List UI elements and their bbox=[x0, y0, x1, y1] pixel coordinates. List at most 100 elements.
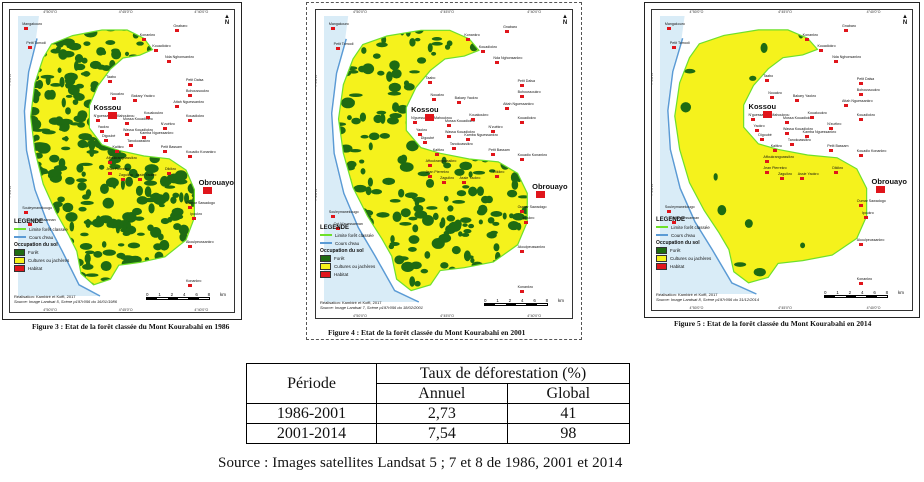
scale-label: 2 bbox=[508, 298, 512, 303]
legend-title: LEGENDE bbox=[14, 219, 44, 225]
forest-patch bbox=[167, 76, 181, 81]
credit-text: Réalisation: Kambiré et Koffi, 2017 bbox=[656, 292, 718, 297]
forest-patch bbox=[170, 253, 181, 263]
forest-patch bbox=[170, 157, 185, 161]
forest-patch bbox=[58, 158, 66, 169]
forest-patch bbox=[175, 149, 181, 154]
scale-label: 8 bbox=[207, 292, 211, 297]
place-label: Kaitkro bbox=[432, 147, 445, 152]
forest-patch bbox=[128, 277, 135, 285]
habitat-marker bbox=[480, 49, 485, 53]
forest-patch bbox=[398, 188, 405, 198]
forest-patch bbox=[558, 58, 566, 64]
habitat-marker bbox=[175, 105, 180, 108]
forest-patch bbox=[367, 177, 373, 187]
forest-patch bbox=[347, 115, 352, 121]
forest-patch bbox=[470, 71, 484, 78]
forest-patch bbox=[419, 121, 427, 128]
habitat-marker bbox=[188, 119, 192, 122]
forest-patch bbox=[102, 197, 114, 209]
forest-patch bbox=[547, 212, 551, 220]
forest-patch bbox=[85, 273, 99, 277]
habitat-marker bbox=[108, 79, 113, 83]
forest-patch bbox=[192, 30, 195, 34]
forest-patch bbox=[165, 136, 172, 144]
forest-patch bbox=[447, 205, 454, 212]
habitat-marker bbox=[490, 152, 495, 156]
habitat-marker bbox=[456, 101, 461, 105]
forest-patch bbox=[179, 192, 184, 203]
habitat-marker bbox=[844, 29, 849, 33]
habitat-marker bbox=[490, 129, 495, 133]
forest-patch bbox=[410, 261, 422, 270]
forest-swatch bbox=[320, 254, 331, 262]
forest-patch bbox=[160, 34, 167, 44]
forest-patch bbox=[170, 196, 177, 204]
forest-patch bbox=[132, 30, 140, 32]
habitat-marker bbox=[192, 217, 197, 220]
place-label: Konankro bbox=[464, 33, 480, 38]
forest-patch bbox=[486, 30, 495, 35]
longitude-tick-label: 4°40'0"O bbox=[527, 10, 542, 14]
river-line bbox=[330, 38, 420, 303]
place-label: Nouakro bbox=[768, 91, 782, 96]
forest-patch bbox=[111, 276, 118, 285]
habitat-swatch bbox=[656, 262, 667, 270]
habitat-marker bbox=[335, 226, 340, 230]
forest-patch bbox=[372, 53, 381, 59]
forest-patch bbox=[535, 94, 549, 104]
habitat-marker bbox=[858, 282, 863, 286]
forest-patch bbox=[389, 198, 401, 203]
forest-patch bbox=[345, 51, 354, 61]
forest-patch bbox=[132, 12, 140, 20]
forest-patch bbox=[502, 212, 507, 220]
forest-patch bbox=[221, 84, 232, 89]
period-cell: 1986-2001 bbox=[246, 403, 377, 424]
forest-patch bbox=[348, 93, 363, 97]
habitat-marker bbox=[167, 60, 171, 64]
forest-patch bbox=[194, 31, 205, 39]
forest-patch bbox=[539, 96, 547, 102]
forest-patch bbox=[219, 120, 225, 127]
map-legend: LEGENDE Limite forêt classée Cours d'eau… bbox=[14, 219, 69, 272]
forest-patch bbox=[120, 178, 125, 190]
forest-patch bbox=[163, 18, 170, 23]
habitat-marker bbox=[519, 249, 524, 253]
forest-patch bbox=[441, 156, 447, 165]
place-label: Assie Yaokro bbox=[797, 171, 819, 176]
forest-patch bbox=[155, 115, 163, 121]
forest-patch bbox=[180, 130, 190, 138]
habitat-marker bbox=[466, 138, 471, 142]
forest-patch bbox=[409, 38, 416, 47]
town-label-kossou: Kossou bbox=[411, 104, 439, 114]
forest-patch bbox=[82, 70, 90, 77]
forest-patch bbox=[536, 218, 546, 221]
place-label: Kouadiokro bbox=[152, 44, 171, 48]
place-label: Attah Nguessankro bbox=[173, 100, 204, 104]
forest-patch bbox=[124, 51, 130, 56]
rate-header: Taux de déforestation (%) bbox=[376, 363, 630, 384]
forest-patch bbox=[95, 30, 110, 31]
north-arrow-icon: ▲ N bbox=[224, 14, 230, 26]
forest-patch bbox=[506, 129, 517, 140]
place-label: Yaokro bbox=[97, 125, 109, 130]
forest-patch bbox=[397, 256, 409, 261]
place-label: Kouadiokro bbox=[478, 44, 498, 49]
forest-patch bbox=[526, 136, 528, 141]
habitat-marker bbox=[335, 46, 340, 50]
habitat-marker bbox=[809, 115, 814, 119]
forest-patch bbox=[387, 91, 402, 96]
forest-patch bbox=[36, 186, 44, 193]
forest-patch bbox=[83, 41, 91, 46]
forest-patch bbox=[214, 100, 223, 106]
forest-patch bbox=[199, 227, 210, 232]
forest-patch bbox=[187, 199, 195, 204]
forest-patch bbox=[76, 178, 88, 183]
forest-patch bbox=[180, 41, 189, 45]
forest-patch bbox=[505, 267, 517, 278]
forest-patch bbox=[97, 97, 104, 103]
land-use-map-map-2001 bbox=[324, 16, 566, 303]
forest-patch bbox=[71, 14, 76, 23]
forest-patch bbox=[159, 271, 165, 280]
place-label: Gnabaro bbox=[842, 24, 857, 29]
